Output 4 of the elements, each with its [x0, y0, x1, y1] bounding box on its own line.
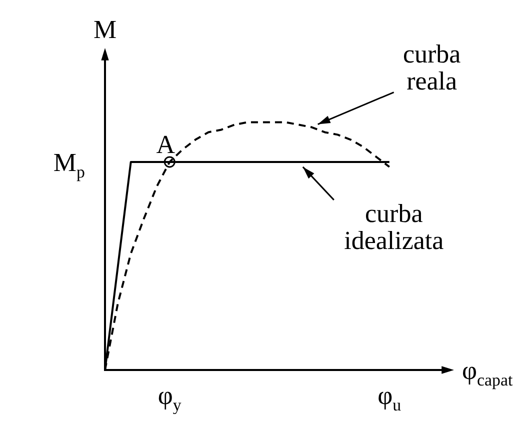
y-axis-title: M [93, 15, 117, 44]
text: curba reala [402, 39, 462, 96]
annotation: A [156, 130, 176, 159]
annotation: curba idealizata [344, 198, 444, 255]
